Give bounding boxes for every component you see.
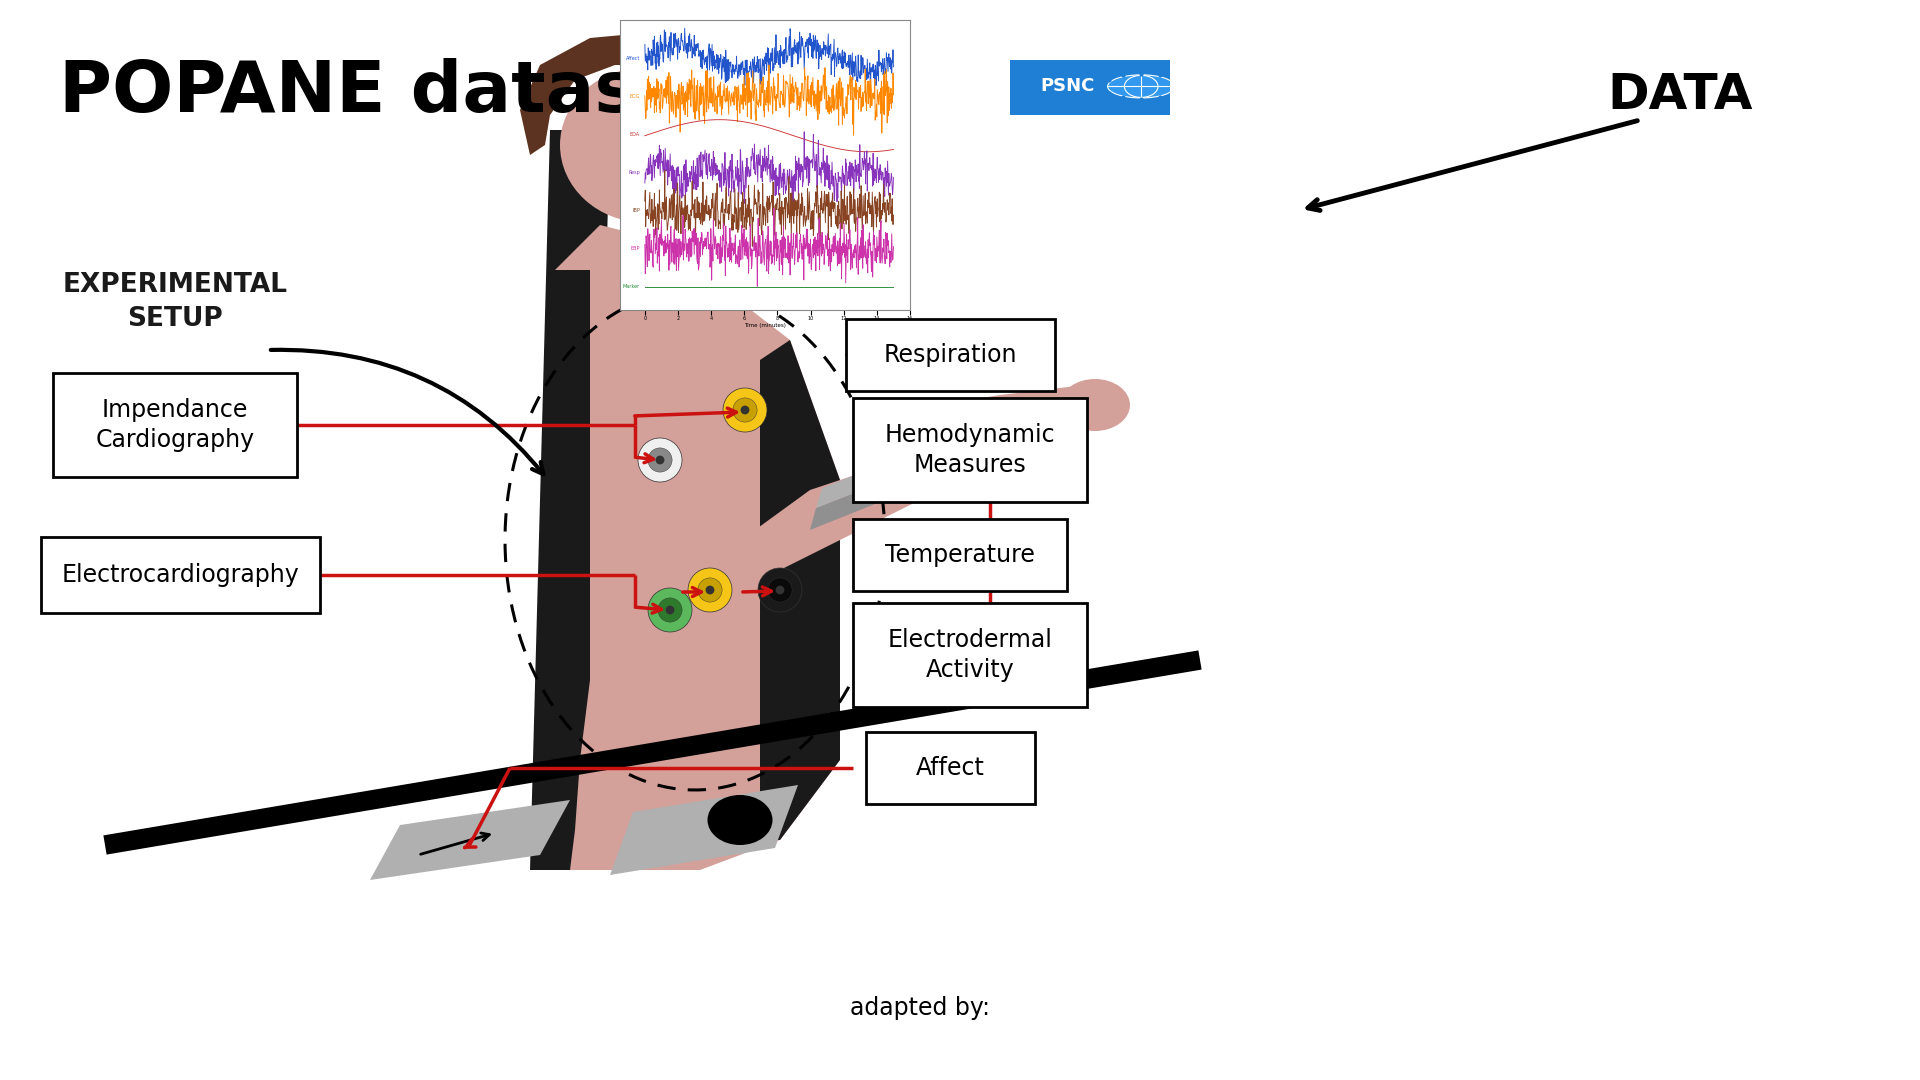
Text: Respiration: Respiration bbox=[883, 343, 1018, 367]
Circle shape bbox=[637, 438, 682, 482]
X-axis label: Time (minutes): Time (minutes) bbox=[745, 323, 785, 327]
Polygon shape bbox=[371, 800, 570, 880]
Text: IBP: IBP bbox=[632, 208, 639, 213]
Text: ECG: ECG bbox=[630, 94, 639, 98]
Circle shape bbox=[758, 568, 803, 612]
Polygon shape bbox=[555, 270, 589, 870]
Text: Electrocardiography: Electrocardiography bbox=[61, 563, 300, 588]
Ellipse shape bbox=[707, 795, 772, 845]
Polygon shape bbox=[810, 468, 918, 530]
Circle shape bbox=[776, 585, 785, 594]
Polygon shape bbox=[530, 130, 611, 870]
Ellipse shape bbox=[561, 67, 730, 222]
Polygon shape bbox=[589, 240, 760, 860]
Circle shape bbox=[666, 606, 674, 615]
Text: POPANE dataset: POPANE dataset bbox=[60, 58, 720, 127]
Polygon shape bbox=[618, 195, 668, 270]
Circle shape bbox=[655, 456, 664, 464]
Polygon shape bbox=[970, 411, 1012, 440]
Circle shape bbox=[707, 585, 714, 594]
Polygon shape bbox=[755, 450, 970, 580]
Polygon shape bbox=[611, 785, 799, 875]
Text: Affect: Affect bbox=[626, 55, 639, 60]
Circle shape bbox=[733, 397, 756, 422]
Text: Impendance
Cardiography: Impendance Cardiography bbox=[96, 399, 255, 451]
Text: Marker: Marker bbox=[622, 284, 639, 289]
Text: Affect: Affect bbox=[916, 756, 985, 780]
Text: EBP: EBP bbox=[630, 246, 639, 251]
FancyBboxPatch shape bbox=[54, 373, 298, 477]
Circle shape bbox=[647, 448, 672, 472]
Circle shape bbox=[768, 578, 793, 603]
Circle shape bbox=[741, 406, 749, 415]
Circle shape bbox=[1108, 75, 1175, 98]
Circle shape bbox=[724, 388, 766, 432]
FancyBboxPatch shape bbox=[852, 519, 1068, 591]
Polygon shape bbox=[570, 680, 630, 870]
FancyBboxPatch shape bbox=[866, 732, 1035, 804]
Polygon shape bbox=[760, 340, 841, 840]
Polygon shape bbox=[895, 384, 1091, 460]
Text: Resp: Resp bbox=[628, 170, 639, 175]
FancyBboxPatch shape bbox=[845, 319, 1054, 391]
Text: Hemodynamic
Measures: Hemodynamic Measures bbox=[885, 423, 1056, 477]
Polygon shape bbox=[816, 448, 924, 508]
Text: Electrodermal
Activity: Electrodermal Activity bbox=[887, 629, 1052, 681]
Circle shape bbox=[649, 588, 691, 632]
Polygon shape bbox=[520, 32, 745, 156]
Text: adapted by:: adapted by: bbox=[851, 996, 991, 1020]
FancyBboxPatch shape bbox=[852, 399, 1087, 502]
FancyBboxPatch shape bbox=[40, 537, 319, 613]
Circle shape bbox=[697, 578, 722, 603]
Circle shape bbox=[659, 598, 682, 622]
Text: EDA: EDA bbox=[630, 132, 639, 137]
FancyBboxPatch shape bbox=[1000, 58, 1179, 117]
Polygon shape bbox=[701, 48, 760, 125]
Polygon shape bbox=[555, 225, 841, 870]
Ellipse shape bbox=[1060, 379, 1131, 431]
Text: DATA: DATA bbox=[1607, 71, 1753, 119]
Text: EXPERIMENTAL
SETUP: EXPERIMENTAL SETUP bbox=[63, 272, 288, 332]
FancyBboxPatch shape bbox=[852, 603, 1087, 707]
Text: Temperature: Temperature bbox=[885, 543, 1035, 567]
Text: PSNC: PSNC bbox=[1041, 78, 1094, 95]
Circle shape bbox=[687, 568, 732, 612]
